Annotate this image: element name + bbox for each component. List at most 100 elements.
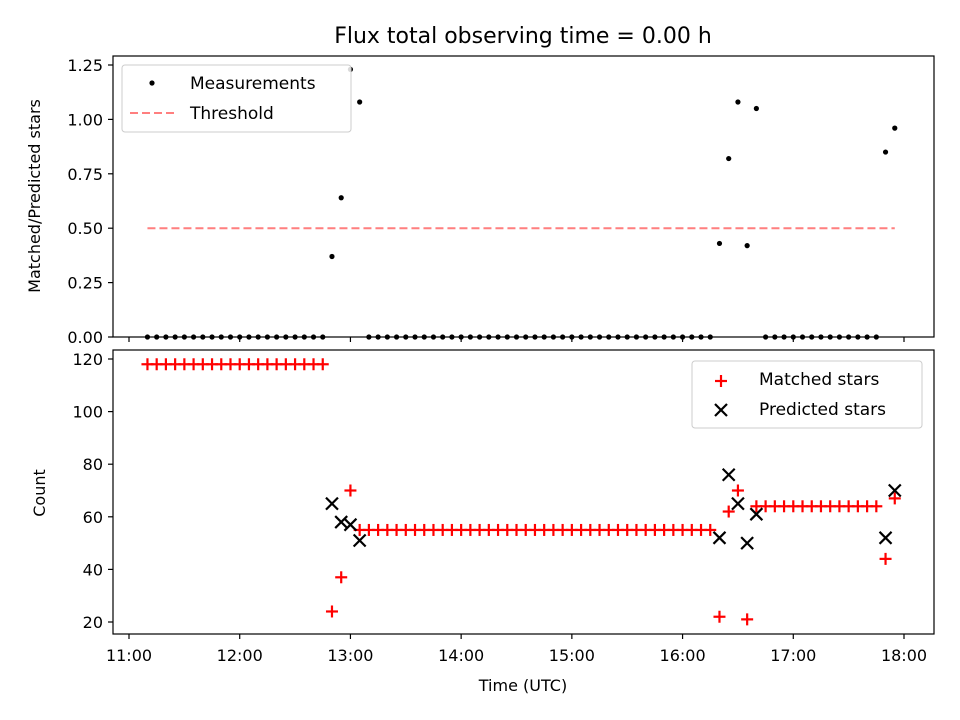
legend-measurements-label: Measurements xyxy=(190,74,316,94)
measurement-point xyxy=(440,334,446,340)
measurement-point xyxy=(550,334,557,340)
matched-star-point xyxy=(704,523,717,536)
measurement-point xyxy=(726,155,732,162)
measurement-point xyxy=(301,334,307,340)
predicted-star-point xyxy=(325,496,339,511)
measurement-point xyxy=(661,334,667,340)
measurement-point xyxy=(827,334,833,340)
measurement-point xyxy=(569,334,575,340)
measurement-point xyxy=(357,99,363,105)
measurement-point xyxy=(716,240,723,247)
matched-star-point xyxy=(325,605,338,618)
measurement-point xyxy=(430,334,437,340)
measurement-point xyxy=(882,149,889,155)
measurement-point xyxy=(172,334,178,340)
matched-star-point xyxy=(722,505,735,518)
matched-star-point xyxy=(344,484,357,497)
legend-matched-marker xyxy=(715,375,727,387)
measurement-point xyxy=(393,334,400,340)
matched-star-point xyxy=(316,358,329,371)
predicted-star-point xyxy=(878,531,893,545)
bottom-y-tick-label: 80 xyxy=(83,455,103,474)
measurement-point xyxy=(809,334,815,340)
top-y-axis-label: Matched/Predicted stars xyxy=(25,99,44,293)
chart-title: Flux total observing time = 0.00 h xyxy=(334,24,712,49)
measurement-point xyxy=(366,334,372,340)
measurement-point xyxy=(421,334,427,340)
measurement-point xyxy=(606,334,612,340)
bottom-y-tick-label: 100 xyxy=(72,403,103,422)
bottom-x-ticks: 11:00 12:00 13:00 14:00 15:00 16:00 17:00 18:00 xyxy=(106,634,927,665)
measurement-point xyxy=(698,334,704,340)
measurement-point xyxy=(633,334,640,340)
bottom-x-tick-label: 13:00 xyxy=(327,646,373,665)
bottom-x-tick-label: 12:00 xyxy=(217,646,263,665)
measurement-point xyxy=(486,334,492,340)
matched-star-point xyxy=(741,613,754,626)
matched-stars-series xyxy=(141,358,901,626)
measurement-point xyxy=(763,334,769,340)
measurement-point xyxy=(190,334,197,340)
measurement-point xyxy=(264,334,270,340)
bottom-y-tick-label: 40 xyxy=(83,560,103,579)
bottom-x-tick-label: 15:00 xyxy=(549,646,595,665)
matched-star-point xyxy=(879,552,892,565)
measurement-point xyxy=(513,334,520,340)
measurement-point xyxy=(467,334,473,340)
measurement-point xyxy=(523,334,529,340)
measurement-point xyxy=(596,334,603,340)
bottom-x-tick-label: 17:00 xyxy=(770,646,816,665)
measurement-point xyxy=(154,334,160,340)
measurement-point xyxy=(144,334,151,340)
measurement-point xyxy=(449,334,455,340)
legend-predicted-marker xyxy=(714,403,728,417)
measurement-point xyxy=(403,334,409,340)
measurement-point xyxy=(310,334,317,340)
measurement-point xyxy=(384,334,390,340)
bottom-y-tick-label: 120 xyxy=(72,350,103,369)
measurement-point xyxy=(624,334,630,340)
measurement-point xyxy=(329,253,335,260)
measurement-point xyxy=(181,334,187,340)
measurement-point xyxy=(338,195,344,201)
measurement-point xyxy=(836,334,843,340)
bottom-y-ticks: 20 40 60 80 100 120 xyxy=(72,350,113,632)
x-axis-label: Time (UTC) xyxy=(478,676,567,695)
predicted-stars-series xyxy=(325,467,902,550)
bottom-y-tick-label: 60 xyxy=(83,508,103,527)
measurement-point xyxy=(643,334,649,340)
matched-star-point xyxy=(335,571,348,584)
measurement-point xyxy=(375,334,381,340)
legend-predicted-label: Predicted stars xyxy=(759,400,886,420)
measurement-point xyxy=(652,334,658,340)
measurement-point xyxy=(864,334,870,340)
measurement-point xyxy=(458,334,464,340)
bottom-y-tick-label: 20 xyxy=(83,613,103,632)
top-y-tick-label: 1.00 xyxy=(67,110,103,129)
measurement-point xyxy=(818,334,824,340)
measurement-point xyxy=(578,334,584,340)
measurement-point xyxy=(707,334,713,340)
measurement-point xyxy=(163,334,169,340)
legend-measurements-marker xyxy=(149,80,155,86)
measurement-point xyxy=(799,334,806,340)
measurement-point xyxy=(781,334,787,340)
measurement-point xyxy=(218,334,224,340)
measurement-point xyxy=(679,334,686,340)
top-y-tick-label: 0.50 xyxy=(67,219,103,238)
matched-star-point xyxy=(888,492,901,505)
top-y-tick-label: 0.25 xyxy=(67,274,103,293)
legend-matched-label: Matched stars xyxy=(759,370,879,390)
bottom-legend: Matched stars Predicted stars xyxy=(691,360,923,429)
measurement-point xyxy=(227,334,234,340)
measurement-point xyxy=(615,334,621,340)
measurements-series xyxy=(144,66,898,340)
measurement-point xyxy=(670,334,676,340)
measurement-point xyxy=(689,334,695,340)
predicted-star-point xyxy=(887,483,902,498)
bottom-y-axis-label: Count xyxy=(30,469,49,517)
predicted-star-point xyxy=(731,496,745,511)
measurement-point xyxy=(772,334,778,340)
predicted-star-point xyxy=(352,533,367,548)
